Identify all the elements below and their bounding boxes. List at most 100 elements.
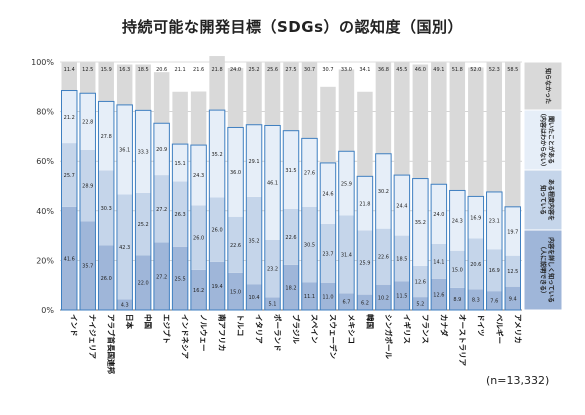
x-category-label: スペイン xyxy=(310,314,319,344)
bar-segment xyxy=(338,69,355,152)
data-label: 36.1 xyxy=(119,148,130,154)
bar-segment xyxy=(135,192,151,256)
bar-segment xyxy=(449,250,466,288)
data-label: 42.3 xyxy=(119,245,130,251)
data-label: 29.1 xyxy=(248,159,259,165)
x-category-label: シンガポール xyxy=(384,314,394,359)
bar-segment xyxy=(301,206,318,283)
legend-swatch xyxy=(523,109,563,171)
data-label: 25.9 xyxy=(341,181,352,187)
bar-group: 8.3 20.6 16.9 52.0 xyxy=(467,67,485,311)
bar-segment xyxy=(357,294,373,310)
bar-segment xyxy=(246,284,262,310)
bar-segment xyxy=(98,101,114,171)
bar-segment xyxy=(116,194,133,300)
data-label: 27.5 xyxy=(285,67,296,73)
bar-segment xyxy=(394,235,410,282)
bar-segment xyxy=(301,282,318,310)
bar-segment xyxy=(227,216,244,273)
bar-outline xyxy=(190,144,207,311)
data-label: 58.5 xyxy=(507,67,518,73)
bar-segment xyxy=(190,145,207,206)
data-label: 36.0 xyxy=(230,170,241,176)
bar-segment xyxy=(486,249,503,292)
data-label: 16.9 xyxy=(489,268,500,274)
bar-group: 11.5 18.5 24.4 45.5 xyxy=(393,62,411,311)
data-label: 16.2 xyxy=(193,288,204,294)
bar-outline xyxy=(116,104,133,311)
data-label: 30.2 xyxy=(378,189,389,195)
data-label: 46.0 xyxy=(415,67,426,73)
bar-segment xyxy=(79,221,96,310)
bar-group: 12.6 14.1 24.0 49.1 xyxy=(430,62,448,311)
data-label: 20.6 xyxy=(156,67,167,73)
bar-outline xyxy=(375,153,392,311)
bar-outline xyxy=(356,175,374,311)
bar-group: 15.0 22.6 36.0 24.0 xyxy=(227,67,244,311)
bar-segment xyxy=(98,62,114,102)
bar-segment xyxy=(394,281,410,310)
bar-outline xyxy=(61,90,78,311)
bar-segment xyxy=(338,293,355,310)
bar-segment xyxy=(246,62,262,125)
bar-segment xyxy=(449,287,466,310)
data-label: 35.7 xyxy=(82,264,93,270)
bar-group: 7.6 16.9 23.1 52.3 xyxy=(486,62,503,311)
data-label: 22.6 xyxy=(285,235,296,241)
y-tick-label: 80% xyxy=(36,108,54,117)
data-label: 25.9 xyxy=(359,261,370,267)
data-label: 35.2 xyxy=(415,220,426,226)
data-label: 14.1 xyxy=(433,259,444,265)
x-category-label: ブラジル xyxy=(292,314,302,344)
data-label: 15.9 xyxy=(101,67,112,73)
bar-outline xyxy=(504,206,521,311)
bar-segment xyxy=(412,265,429,298)
bar-segment xyxy=(357,91,373,177)
bar-segment xyxy=(394,175,410,236)
x-category-label: ナイジェリア xyxy=(88,314,97,359)
data-label: 19.7 xyxy=(507,229,518,235)
bar-segment xyxy=(468,196,484,239)
y-tick-label: 20% xyxy=(36,256,54,265)
bar-segment xyxy=(190,269,207,310)
legend-label: 内容を詳しく知っている xyxy=(547,237,555,303)
bar-outline xyxy=(153,122,170,311)
bar-group: 35.7 28.9 22.8 12.5 xyxy=(79,62,96,311)
bar-segment xyxy=(153,72,170,124)
legend-label: ある程度内容を xyxy=(547,179,555,221)
data-label: 22.0 xyxy=(138,281,149,287)
data-label: 24.3 xyxy=(452,219,463,225)
bar-segment xyxy=(153,175,170,243)
y-tick-label: 60% xyxy=(36,157,54,166)
bar-outline xyxy=(486,191,503,311)
bar-group: 10.4 35.2 29.1 25.2 xyxy=(245,62,263,311)
bar-segment xyxy=(209,261,225,310)
bar-outline xyxy=(97,100,115,311)
bar-segment xyxy=(209,56,225,111)
data-label: 31.5 xyxy=(285,168,296,174)
legend-label: （人に説明できる） xyxy=(539,243,547,297)
data-label: 15.1 xyxy=(175,161,186,167)
data-label: 21.8 xyxy=(212,67,223,73)
data-label: 12.6 xyxy=(415,279,426,285)
bar-segment xyxy=(153,123,170,176)
bar-segment xyxy=(468,238,484,290)
chart-title: 持続可能な開発目標（SDGs）の認知度（国別） xyxy=(122,18,463,36)
bar-segment xyxy=(449,62,466,191)
data-label: 11.4 xyxy=(64,67,75,73)
data-label: 35.2 xyxy=(248,239,259,245)
bar-group: 5.1 23.2 46.1 25.6 xyxy=(264,62,281,311)
bar-group: 5.2 12.6 35.2 46.0 xyxy=(412,64,429,311)
bar-group: 27.2 27.2 20.9 20.6 xyxy=(153,67,170,311)
data-label: 26.0 xyxy=(212,228,223,234)
data-label: 22.6 xyxy=(378,255,389,261)
bar-group: 11.1 30.5 27.6 30.7 xyxy=(301,62,318,311)
data-label: 11.0 xyxy=(322,294,333,300)
data-label: 34.1 xyxy=(359,67,370,73)
sample-size-note: (n=13,332) xyxy=(486,374,550,387)
data-label: 51.8 xyxy=(452,67,463,73)
bar-segment xyxy=(375,62,392,154)
data-label: 23.1 xyxy=(489,219,500,225)
bar-segment xyxy=(116,64,133,105)
